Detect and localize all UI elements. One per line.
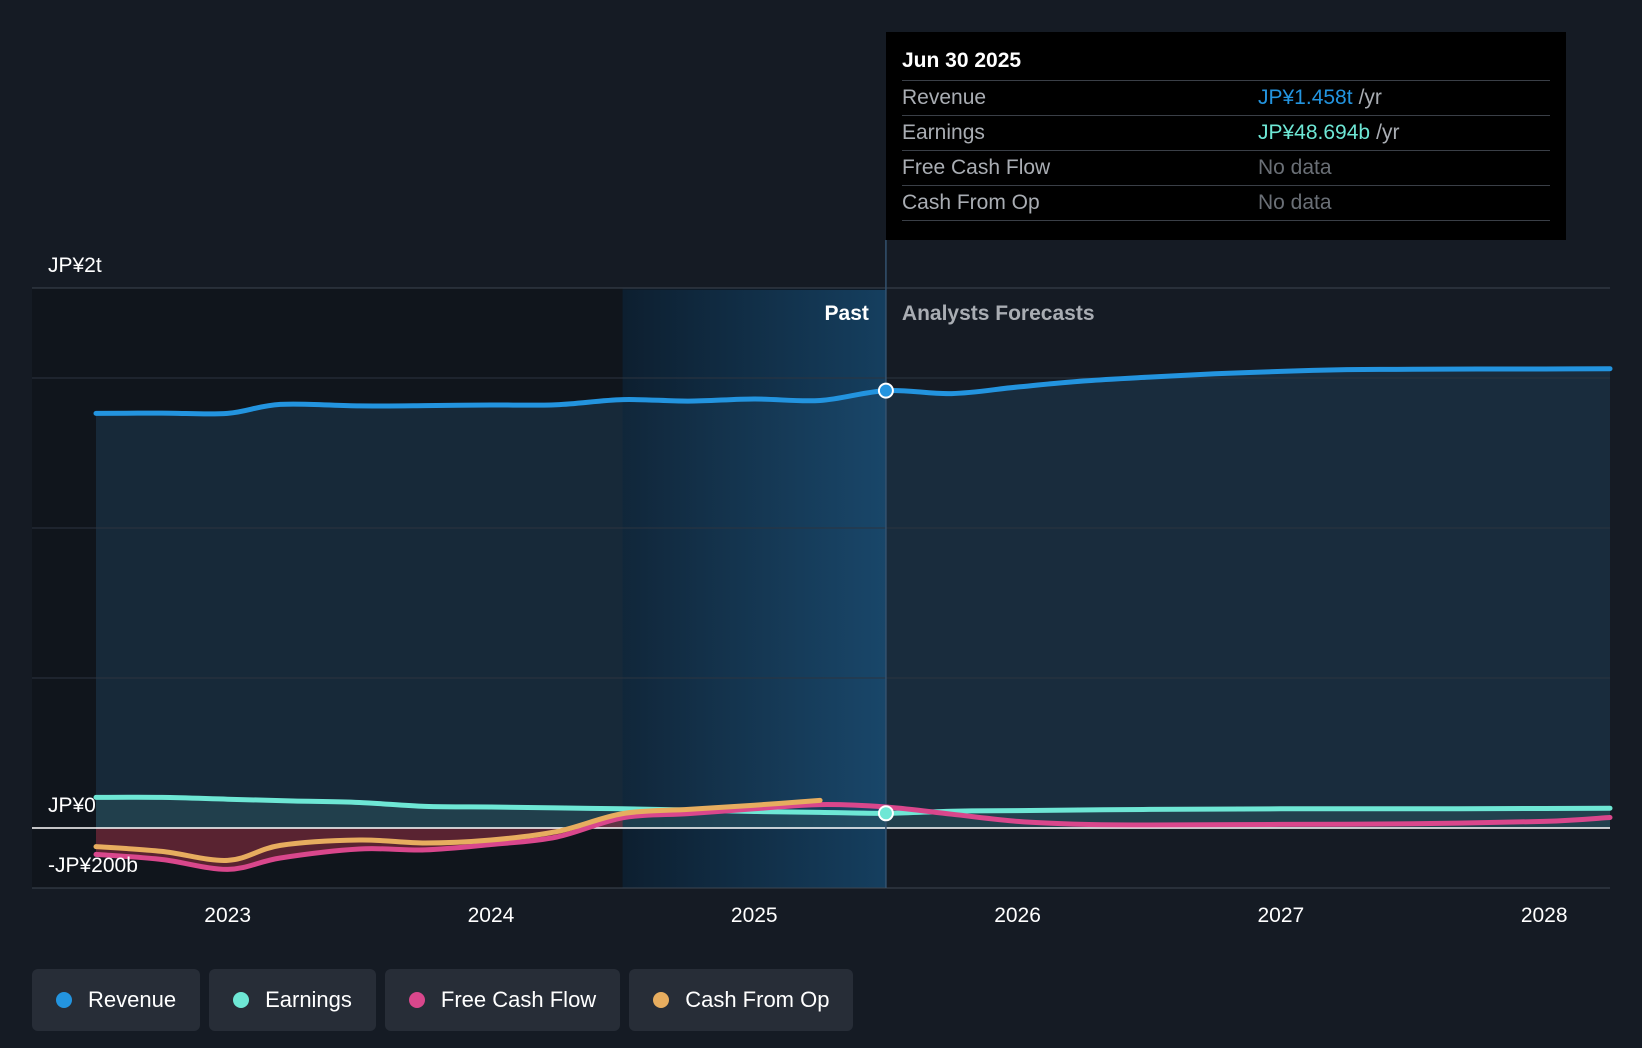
past-label: Past [825, 302, 869, 325]
tooltip-row-earnings: Earnings JP¥48.694b /yr [902, 115, 1550, 150]
chart-legend: Revenue Earnings Free Cash Flow Cash Fro… [32, 969, 854, 1031]
legend-dot-earnings-icon [233, 992, 250, 1008]
tooltip-row-cash-from-op: Cash From Op No data [902, 185, 1550, 221]
analysts-forecasts-label: Analysts Forecasts [902, 302, 1095, 325]
tooltip-label-free-cash-flow: Free Cash Flow [902, 156, 1051, 179]
legend-label-cash-from-op: Cash From Op [685, 987, 830, 1012]
free-cash-flow-negative-area [96, 817, 623, 870]
legend-dot-revenue-icon [56, 992, 72, 1008]
cash-from-op-line [93, 797, 823, 863]
legend-dot-free-cash-flow-icon [408, 992, 425, 1008]
x-tick-label-2023: 2023 [204, 904, 251, 927]
y-tick-label-1: JP¥0 [48, 794, 96, 817]
tooltip-row-free-cash-flow: Free Cash Flow No data [902, 150, 1550, 185]
free-cash-flow-line [93, 802, 1613, 872]
tooltip-panel: Jun 30 2025 Revenue JP¥1.458t /yr Earnin… [886, 32, 1566, 240]
tooltip-unit-revenue: /yr [1358, 86, 1382, 109]
tooltip-value-cash-from-op: No data [1258, 191, 1332, 214]
x-tick-label-2028: 2028 [1521, 904, 1568, 927]
legend-item-revenue[interactable]: Revenue [32, 969, 201, 1031]
x-tick-label-2027: 2027 [1258, 904, 1305, 927]
legend-item-cash-from-op[interactable]: Cash From Op [629, 969, 854, 1031]
legend-label-earnings: Earnings [265, 987, 352, 1012]
x-tick-label-2025: 2025 [731, 904, 778, 927]
x-tick-label-2024: 2024 [468, 904, 515, 927]
tooltip-label-cash-from-op: Cash From Op [902, 191, 1040, 214]
revenue-earnings-chart: JP¥2t JP¥0 -JP¥200b 2023 2024 2025 2026 2027 202… [32, 240, 1613, 927]
tooltip-label-earnings: Earnings [902, 121, 985, 144]
tooltip-value-free-cash-flow: No data [1258, 156, 1332, 179]
legend-dot-cash-from-op-icon [653, 992, 670, 1008]
tooltip-date: Jun 30 2025 [902, 49, 1022, 72]
legend-label-revenue: Revenue [88, 987, 177, 1012]
revenue-line [93, 366, 1613, 417]
earnings-marker [877, 805, 894, 822]
tooltip-row-revenue: Revenue JP¥1.458t /yr [902, 80, 1550, 115]
tooltip-value-earnings: JP¥48.694b [1258, 121, 1371, 144]
earnings-area [96, 797, 1610, 828]
legend-label-free-cash-flow: Free Cash Flow [440, 987, 597, 1012]
revenue-marker [877, 382, 894, 399]
tooltip-value-revenue: JP¥1.458t [1258, 86, 1353, 109]
y-tick-label-0: JP¥2t [48, 254, 102, 277]
legend-item-earnings[interactable]: Earnings [209, 969, 376, 1031]
tooltip-unit-earnings: /yr [1376, 121, 1400, 144]
tooltip-label-revenue: Revenue [902, 86, 987, 109]
legend-item-free-cash-flow[interactable]: Free Cash Flow [384, 969, 621, 1031]
earnings-line [93, 794, 1613, 816]
x-tick-label-2026: 2026 [994, 904, 1041, 927]
y-tick-label-2: -JP¥200b [48, 854, 138, 877]
recent-past-highlight [622, 290, 886, 888]
